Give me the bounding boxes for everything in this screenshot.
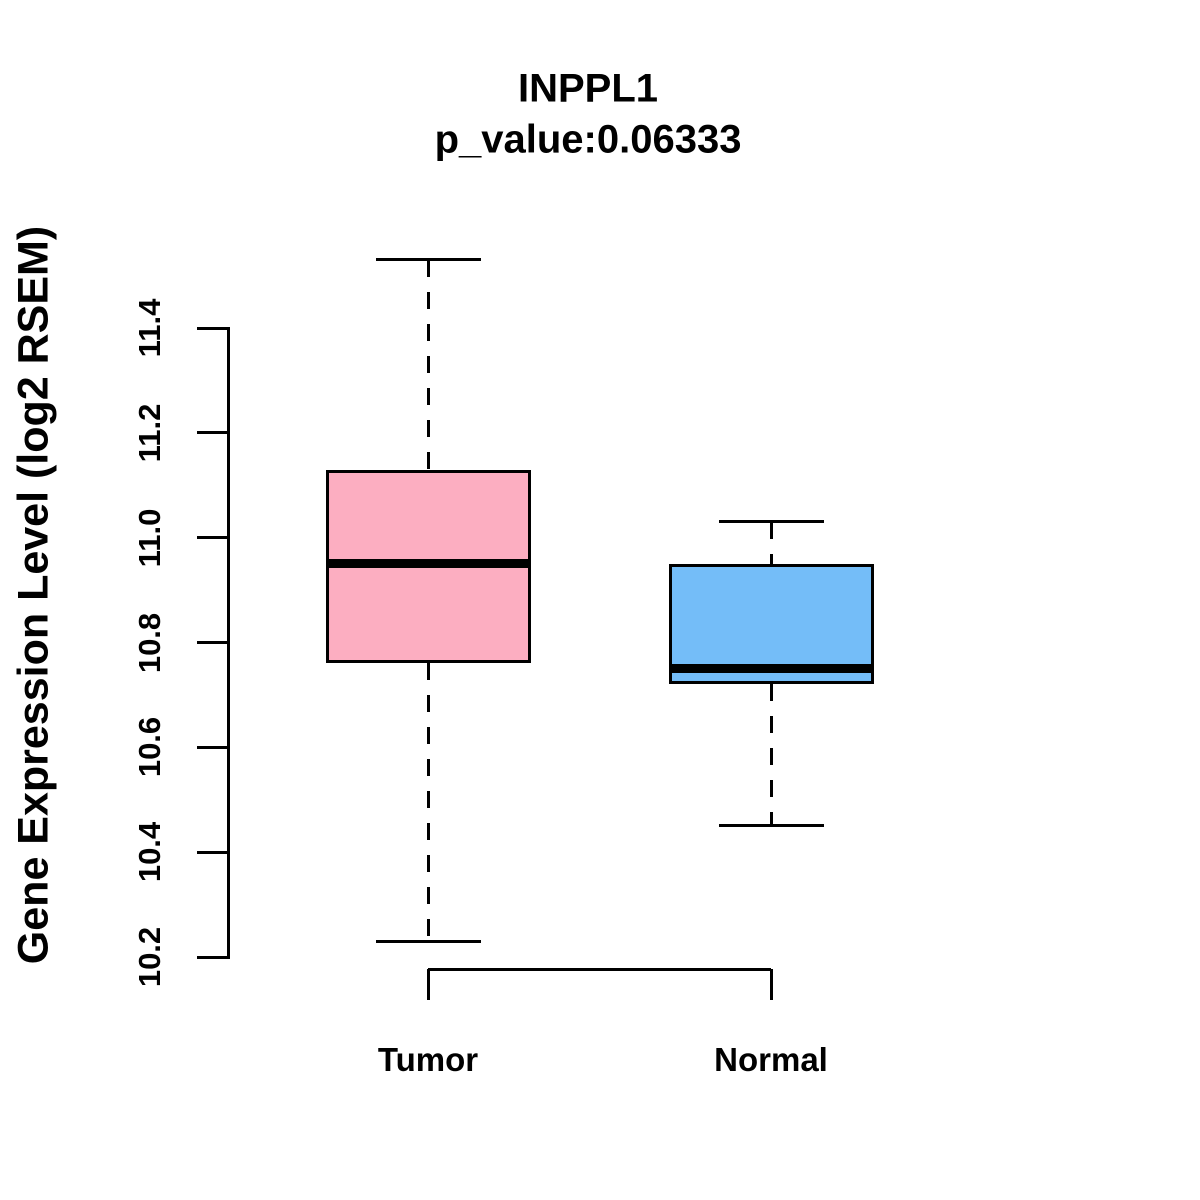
- whisker-lower-normal: [769, 684, 773, 826]
- y-axis-tick: [197, 641, 227, 644]
- whisker-cap-lower-normal: [718, 824, 824, 828]
- y-axis-tick-label: 11.0: [132, 508, 167, 567]
- whisker-cap-lower-tumor: [375, 939, 481, 943]
- x-axis-category-label-tumor: Tumor: [377, 1041, 479, 1078]
- x-axis-tick-tumor: [426, 969, 430, 1000]
- y-axis-title: Gene Expression Level (log2 RSEM): [9, 225, 58, 965]
- y-axis-line: [227, 327, 230, 959]
- y-axis-tick: [197, 745, 227, 749]
- y-axis-tick: [197, 431, 227, 435]
- y-axis-tick-label: 11.2: [132, 403, 167, 463]
- x-axis-tick-normal: [769, 969, 773, 1000]
- x-axis-category-label-normal: Normal: [714, 1041, 828, 1078]
- whisker-upper-tumor: [426, 259, 430, 470]
- y-axis-tick: [197, 850, 227, 854]
- whisker-upper-normal: [769, 521, 773, 564]
- y-axis-tick-label: 10.8: [132, 612, 167, 673]
- whisker-lower-tumor: [426, 663, 430, 942]
- median-line-normal: [670, 664, 872, 674]
- y-axis-tick: [197, 326, 227, 330]
- y-axis-tick-label: 10.2: [132, 926, 167, 988]
- y-axis-tick: [197, 955, 227, 959]
- x-axis-line: [428, 967, 771, 971]
- y-axis-tick: [197, 536, 227, 540]
- chart-title: INPPL1: [517, 66, 659, 111]
- y-axis-tick-label: 10.4: [132, 821, 167, 883]
- y-axis-tick-label: 11.4: [132, 298, 167, 358]
- chart-subtitle-pvalue: p_value:0.06333: [434, 117, 742, 162]
- y-axis-tick-label: 10.6: [132, 717, 167, 778]
- median-line-tumor: [327, 559, 529, 569]
